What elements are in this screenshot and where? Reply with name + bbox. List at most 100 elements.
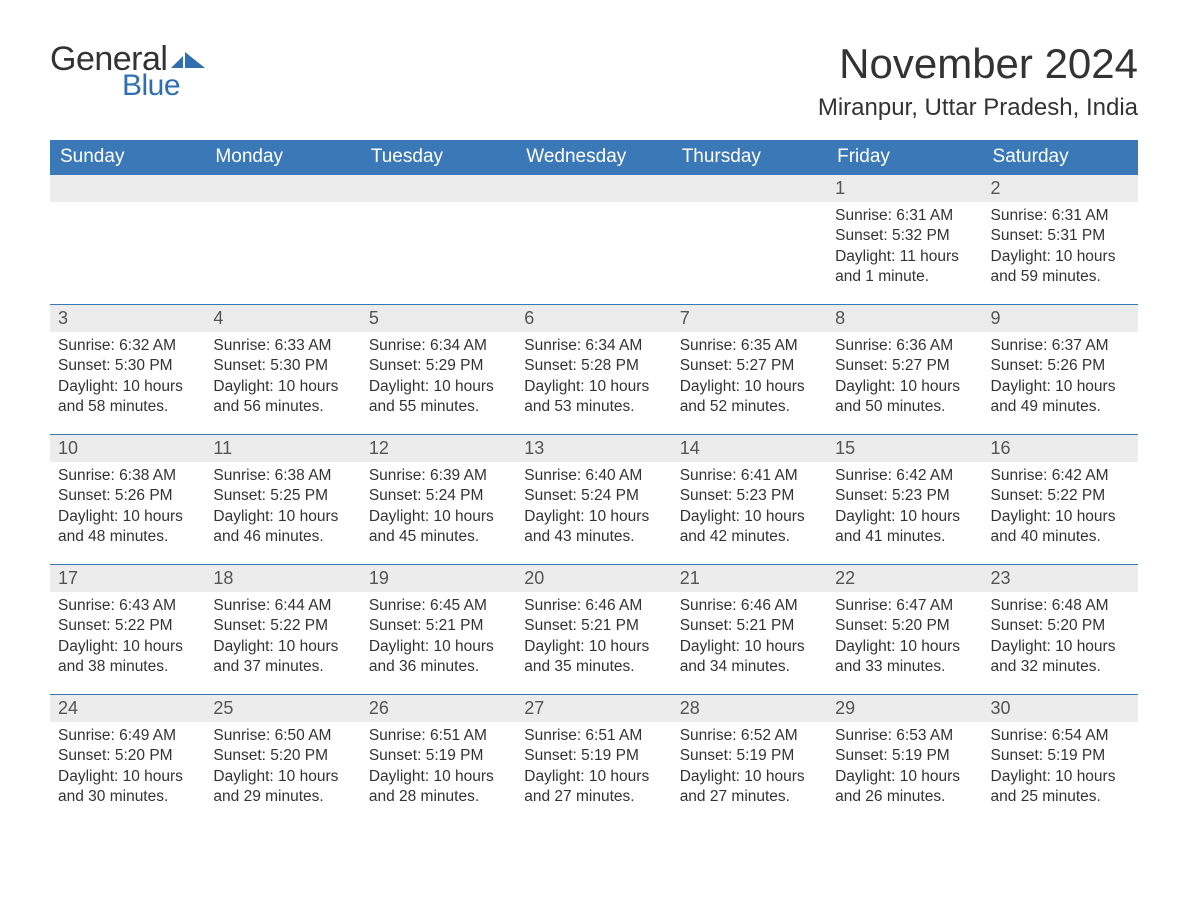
sunrise-text: Sunrise: 6:31 AM	[835, 206, 974, 226]
sunrise-text: Sunrise: 6:36 AM	[835, 336, 974, 356]
daylight-text: Daylight: 10 hours and 40 minutes.	[991, 507, 1130, 548]
daylight-text: Daylight: 10 hours and 30 minutes.	[58, 767, 197, 808]
sunset-text: Sunset: 5:22 PM	[58, 616, 197, 636]
sunrise-text: Sunrise: 6:41 AM	[680, 466, 819, 486]
sunset-text: Sunset: 5:26 PM	[58, 486, 197, 506]
sunrise-text: Sunrise: 6:53 AM	[835, 726, 974, 746]
sunset-text: Sunset: 5:19 PM	[680, 746, 819, 766]
calendar-day-cell: 5Sunrise: 6:34 AMSunset: 5:29 PMDaylight…	[361, 305, 516, 435]
calendar-week-row: 24Sunrise: 6:49 AMSunset: 5:20 PMDayligh…	[50, 695, 1138, 825]
calendar-day-cell: 26Sunrise: 6:51 AMSunset: 5:19 PMDayligh…	[361, 695, 516, 825]
sunset-text: Sunset: 5:28 PM	[524, 356, 663, 376]
weekday-header: Saturday	[983, 140, 1138, 175]
calendar-week-row: 3Sunrise: 6:32 AMSunset: 5:30 PMDaylight…	[50, 305, 1138, 435]
sunrise-text: Sunrise: 6:32 AM	[58, 336, 197, 356]
daylight-text: Daylight: 10 hours and 45 minutes.	[369, 507, 508, 548]
day-details: Sunrise: 6:42 AMSunset: 5:23 PMDaylight:…	[827, 462, 982, 556]
daylight-text: Daylight: 10 hours and 37 minutes.	[213, 637, 352, 678]
sunrise-text: Sunrise: 6:39 AM	[369, 466, 508, 486]
sunset-text: Sunset: 5:27 PM	[835, 356, 974, 376]
daylight-text: Daylight: 10 hours and 41 minutes.	[835, 507, 974, 548]
sunrise-text: Sunrise: 6:48 AM	[991, 596, 1130, 616]
calendar-day-cell	[50, 175, 205, 305]
sunset-text: Sunset: 5:19 PM	[369, 746, 508, 766]
day-details: Sunrise: 6:31 AMSunset: 5:31 PMDaylight:…	[983, 202, 1138, 296]
daylight-text: Daylight: 10 hours and 56 minutes.	[213, 377, 352, 418]
day-number: 9	[983, 305, 1138, 332]
day-details: Sunrise: 6:38 AMSunset: 5:26 PMDaylight:…	[50, 462, 205, 556]
calendar-day-cell: 7Sunrise: 6:35 AMSunset: 5:27 PMDaylight…	[672, 305, 827, 435]
day-details: Sunrise: 6:35 AMSunset: 5:27 PMDaylight:…	[672, 332, 827, 426]
weekday-header-row: Sunday Monday Tuesday Wednesday Thursday…	[50, 140, 1138, 175]
daylight-text: Daylight: 10 hours and 52 minutes.	[680, 377, 819, 418]
sunrise-text: Sunrise: 6:37 AM	[991, 336, 1130, 356]
sunset-text: Sunset: 5:26 PM	[991, 356, 1130, 376]
sunset-text: Sunset: 5:20 PM	[835, 616, 974, 636]
day-number: 11	[205, 435, 360, 462]
calendar-day-cell: 11Sunrise: 6:38 AMSunset: 5:25 PMDayligh…	[205, 435, 360, 565]
day-details: Sunrise: 6:49 AMSunset: 5:20 PMDaylight:…	[50, 722, 205, 816]
day-details: Sunrise: 6:48 AMSunset: 5:20 PMDaylight:…	[983, 592, 1138, 686]
calendar-day-cell	[205, 175, 360, 305]
day-details: Sunrise: 6:32 AMSunset: 5:30 PMDaylight:…	[50, 332, 205, 426]
day-number: 2	[983, 175, 1138, 202]
daylight-text: Daylight: 10 hours and 55 minutes.	[369, 377, 508, 418]
day-number: 24	[50, 695, 205, 722]
calendar-day-cell: 27Sunrise: 6:51 AMSunset: 5:19 PMDayligh…	[516, 695, 671, 825]
day-details: Sunrise: 6:53 AMSunset: 5:19 PMDaylight:…	[827, 722, 982, 816]
day-number: 12	[361, 435, 516, 462]
day-number: 10	[50, 435, 205, 462]
sunset-text: Sunset: 5:31 PM	[991, 226, 1130, 246]
daylight-text: Daylight: 11 hours and 1 minute.	[835, 247, 974, 288]
daylight-text: Daylight: 10 hours and 34 minutes.	[680, 637, 819, 678]
daylight-text: Daylight: 10 hours and 50 minutes.	[835, 377, 974, 418]
day-details: Sunrise: 6:52 AMSunset: 5:19 PMDaylight:…	[672, 722, 827, 816]
daylight-text: Daylight: 10 hours and 42 minutes.	[680, 507, 819, 548]
day-number: 26	[361, 695, 516, 722]
sunrise-text: Sunrise: 6:51 AM	[524, 726, 663, 746]
daylight-text: Daylight: 10 hours and 46 minutes.	[213, 507, 352, 548]
daylight-text: Daylight: 10 hours and 27 minutes.	[680, 767, 819, 808]
calendar-day-cell: 12Sunrise: 6:39 AMSunset: 5:24 PMDayligh…	[361, 435, 516, 565]
calendar-day-cell: 24Sunrise: 6:49 AMSunset: 5:20 PMDayligh…	[50, 695, 205, 825]
calendar-day-cell: 30Sunrise: 6:54 AMSunset: 5:19 PMDayligh…	[983, 695, 1138, 825]
calendar-day-cell: 23Sunrise: 6:48 AMSunset: 5:20 PMDayligh…	[983, 565, 1138, 695]
sunrise-text: Sunrise: 6:40 AM	[524, 466, 663, 486]
day-number: 1	[827, 175, 982, 202]
sunset-text: Sunset: 5:19 PM	[524, 746, 663, 766]
calendar-day-cell	[361, 175, 516, 305]
weekday-header: Wednesday	[516, 140, 671, 175]
day-number: 25	[205, 695, 360, 722]
day-details: Sunrise: 6:38 AMSunset: 5:25 PMDaylight:…	[205, 462, 360, 556]
daylight-text: Daylight: 10 hours and 48 minutes.	[58, 507, 197, 548]
calendar-day-cell: 9Sunrise: 6:37 AMSunset: 5:26 PMDaylight…	[983, 305, 1138, 435]
daylight-text: Daylight: 10 hours and 35 minutes.	[524, 637, 663, 678]
sunrise-text: Sunrise: 6:33 AM	[213, 336, 352, 356]
day-details: Sunrise: 6:54 AMSunset: 5:19 PMDaylight:…	[983, 722, 1138, 816]
day-details: Sunrise: 6:43 AMSunset: 5:22 PMDaylight:…	[50, 592, 205, 686]
daylight-text: Daylight: 10 hours and 36 minutes.	[369, 637, 508, 678]
calendar-day-cell: 25Sunrise: 6:50 AMSunset: 5:20 PMDayligh…	[205, 695, 360, 825]
day-number: 29	[827, 695, 982, 722]
day-number: 27	[516, 695, 671, 722]
weekday-header: Friday	[827, 140, 982, 175]
day-details: Sunrise: 6:42 AMSunset: 5:22 PMDaylight:…	[983, 462, 1138, 556]
calendar-week-row: 1Sunrise: 6:31 AMSunset: 5:32 PMDaylight…	[50, 175, 1138, 305]
day-number-empty	[672, 175, 827, 202]
logo-flag-icon	[171, 50, 205, 70]
sunrise-text: Sunrise: 6:44 AM	[213, 596, 352, 616]
brand-logo: General Blue	[50, 40, 205, 103]
day-number: 23	[983, 565, 1138, 592]
sunset-text: Sunset: 5:20 PM	[58, 746, 197, 766]
day-number: 6	[516, 305, 671, 332]
sunset-text: Sunset: 5:23 PM	[680, 486, 819, 506]
calendar-day-cell: 16Sunrise: 6:42 AMSunset: 5:22 PMDayligh…	[983, 435, 1138, 565]
calendar-day-cell: 18Sunrise: 6:44 AMSunset: 5:22 PMDayligh…	[205, 565, 360, 695]
sunrise-text: Sunrise: 6:31 AM	[991, 206, 1130, 226]
calendar-day-cell: 20Sunrise: 6:46 AMSunset: 5:21 PMDayligh…	[516, 565, 671, 695]
daylight-text: Daylight: 10 hours and 59 minutes.	[991, 247, 1130, 288]
day-details: Sunrise: 6:44 AMSunset: 5:22 PMDaylight:…	[205, 592, 360, 686]
sunrise-text: Sunrise: 6:38 AM	[213, 466, 352, 486]
sunset-text: Sunset: 5:25 PM	[213, 486, 352, 506]
sunrise-text: Sunrise: 6:46 AM	[680, 596, 819, 616]
